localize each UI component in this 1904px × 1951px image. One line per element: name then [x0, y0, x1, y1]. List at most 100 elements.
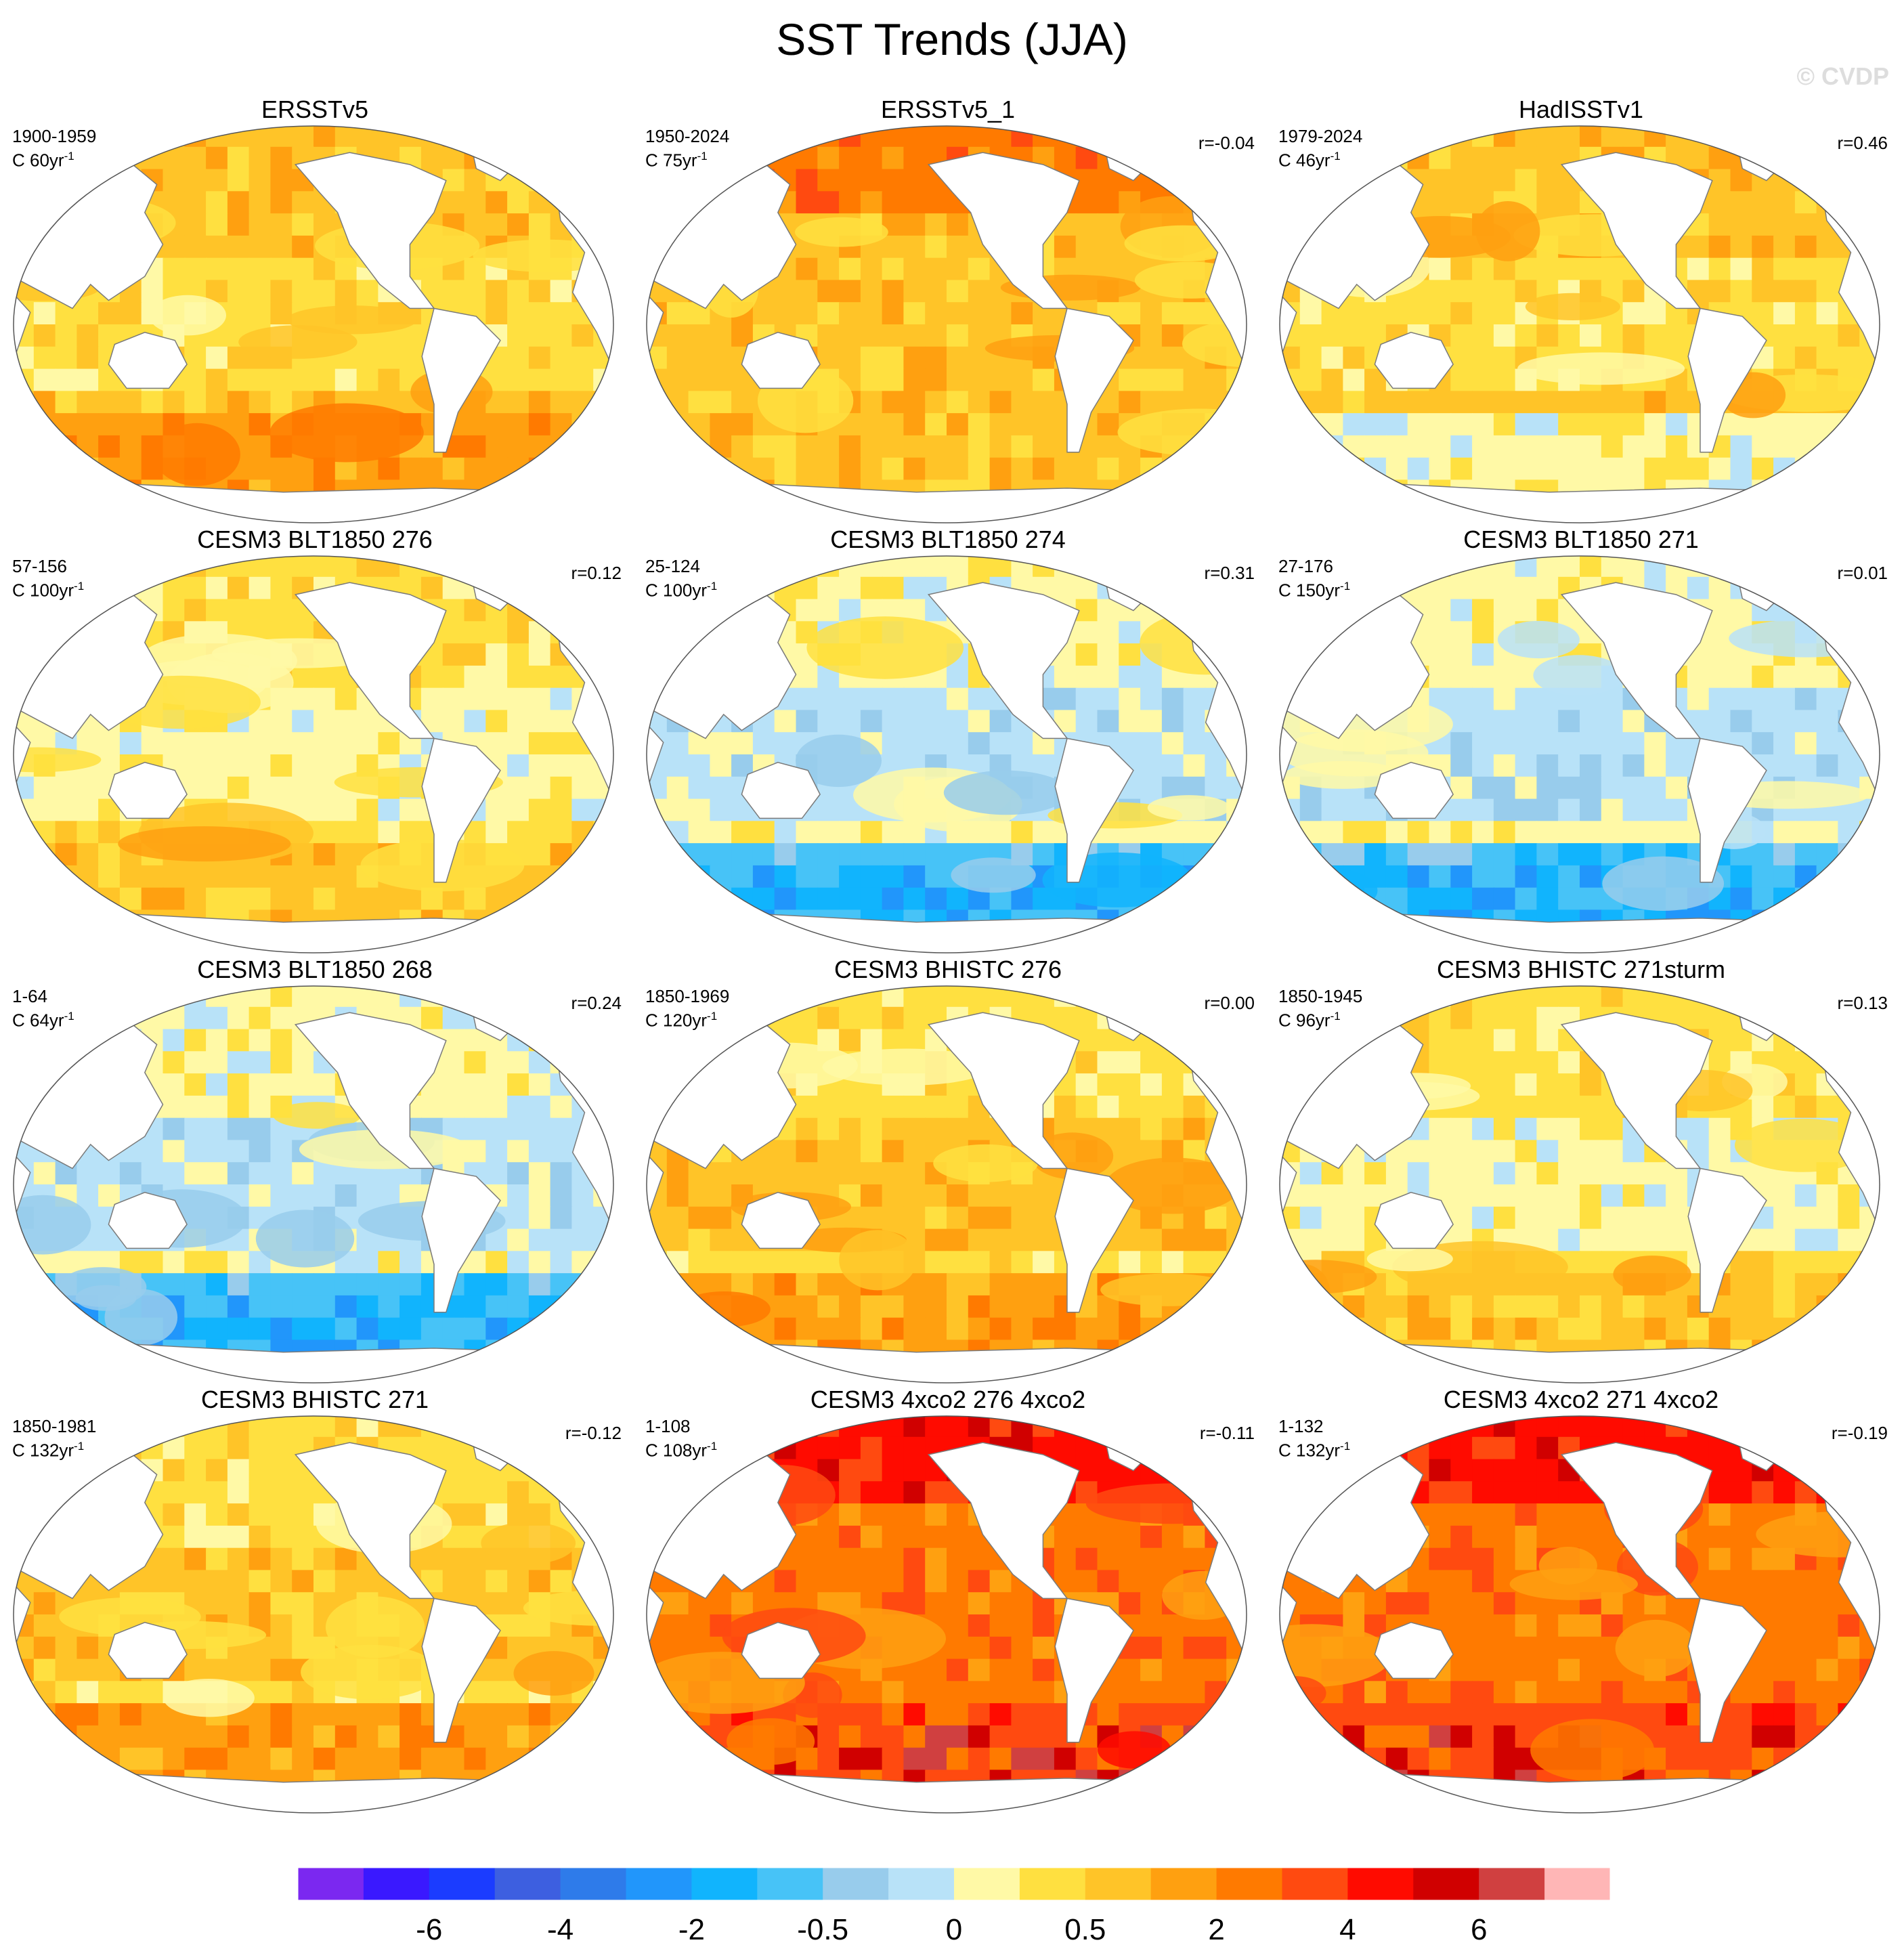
trend-cell [1644, 821, 1667, 844]
trend-cell [1687, 1117, 1710, 1141]
trend-cell [528, 368, 551, 392]
trend-cell [528, 391, 551, 414]
trend-cell [1299, 1317, 1322, 1341]
trend-cell [839, 257, 861, 281]
trend-cell [1708, 280, 1731, 303]
trend-cell [571, 621, 594, 645]
trend-cell [1450, 1117, 1473, 1141]
trend-cell [33, 368, 56, 392]
trend-cell [989, 302, 1012, 325]
trend-cell [507, 576, 529, 600]
trend-cell [1536, 413, 1559, 436]
trend-cell [1622, 1140, 1645, 1163]
trend-cell [464, 1029, 487, 1052]
trend-cell [1580, 126, 1602, 148]
trend-cell [1752, 843, 1775, 866]
trend-cell [248, 413, 272, 436]
trend-cell [903, 391, 926, 414]
trend-cell [1666, 435, 1688, 458]
trend-cell [947, 1184, 969, 1207]
trend-cell [528, 1006, 551, 1030]
trend-cell [666, 1206, 689, 1230]
trend-cell [141, 865, 164, 888]
trend-cell [1816, 576, 1839, 600]
trend-cell [270, 1503, 293, 1526]
trend-cell [1054, 665, 1077, 689]
trend-cell [1450, 1051, 1473, 1075]
trend-contour [1735, 1118, 1872, 1172]
trend-cell [1558, 843, 1580, 866]
trend-cell [817, 1095, 840, 1119]
south-america-landmass [1054, 1167, 1134, 1313]
trend-cell [752, 1273, 775, 1296]
trend-cell [1119, 1117, 1142, 1141]
trend-cell [1601, 821, 1624, 844]
trend-cell [1450, 257, 1473, 281]
trend-cell [1838, 1273, 1861, 1296]
trend-cell [464, 280, 487, 303]
trend-cell [1558, 798, 1580, 822]
trend-cell [1794, 126, 1817, 148]
trend-cell [184, 1459, 207, 1482]
trend-cell [1601, 413, 1624, 436]
trend-cell [903, 1317, 926, 1341]
trend-cell [1730, 191, 1753, 215]
trend-cell [1011, 126, 1034, 148]
trend-cell [550, 435, 573, 458]
trend-contour [149, 295, 226, 336]
trend-cell [550, 1095, 573, 1119]
trend-cell [1407, 413, 1430, 436]
trend-cell [666, 821, 689, 844]
trend-cell [550, 1295, 573, 1318]
trend-cell [1730, 169, 1753, 192]
trend-cell [1838, 1317, 1861, 1341]
trend-contour [839, 1230, 917, 1291]
trend-cell [796, 1117, 819, 1141]
trend-cell [860, 710, 883, 733]
trend-cell [903, 986, 926, 1008]
panel-trend-unit-exponent: -1 [697, 150, 708, 163]
trend-cell [925, 280, 947, 303]
trend-cell [1622, 1184, 1645, 1207]
trend-cell [1385, 126, 1408, 148]
trend-cell [710, 909, 733, 933]
trend-cell [1364, 457, 1387, 481]
trend-cell [1097, 126, 1120, 148]
panel-trend-unit-exponent: -1 [707, 1010, 718, 1023]
trend-cell [903, 1029, 926, 1052]
trend-cell [1075, 1051, 1098, 1075]
trend-cell [98, 391, 121, 414]
trend-cell [1321, 435, 1344, 458]
trend-cell [528, 1140, 551, 1163]
trend-cell [1450, 391, 1473, 414]
panel-period: 1950-2024 [645, 126, 730, 146]
trend-cell [1299, 435, 1322, 458]
trend-cell [206, 1073, 228, 1096]
trend-cell [206, 754, 228, 777]
trend-cell [313, 1162, 336, 1185]
trend-cell [968, 391, 991, 414]
trend-cell [1838, 1295, 1861, 1318]
trend-cell [1429, 821, 1452, 844]
trend-cell [550, 932, 573, 953]
trend-cell [227, 1570, 250, 1593]
trend-cell [1450, 843, 1473, 866]
trend-cell [1321, 932, 1344, 953]
trend-cell [77, 146, 100, 170]
trend-cell [227, 732, 250, 755]
trend-cell [292, 257, 314, 281]
trend-cell [731, 909, 754, 933]
trend-cell [313, 556, 336, 578]
trend-cell [227, 368, 250, 392]
trend-cell [1299, 457, 1322, 481]
trend-cell [1183, 1339, 1206, 1363]
trend-cell [119, 457, 142, 481]
trend-cell [485, 191, 509, 215]
trend-cell [1450, 1162, 1473, 1185]
trend-cell [774, 843, 797, 866]
trend-cell [1580, 732, 1602, 755]
trend-cell [184, 1117, 207, 1141]
trend-cell [292, 280, 314, 303]
trend-cell [1472, 1317, 1494, 1341]
trend-cell [1493, 1206, 1516, 1230]
